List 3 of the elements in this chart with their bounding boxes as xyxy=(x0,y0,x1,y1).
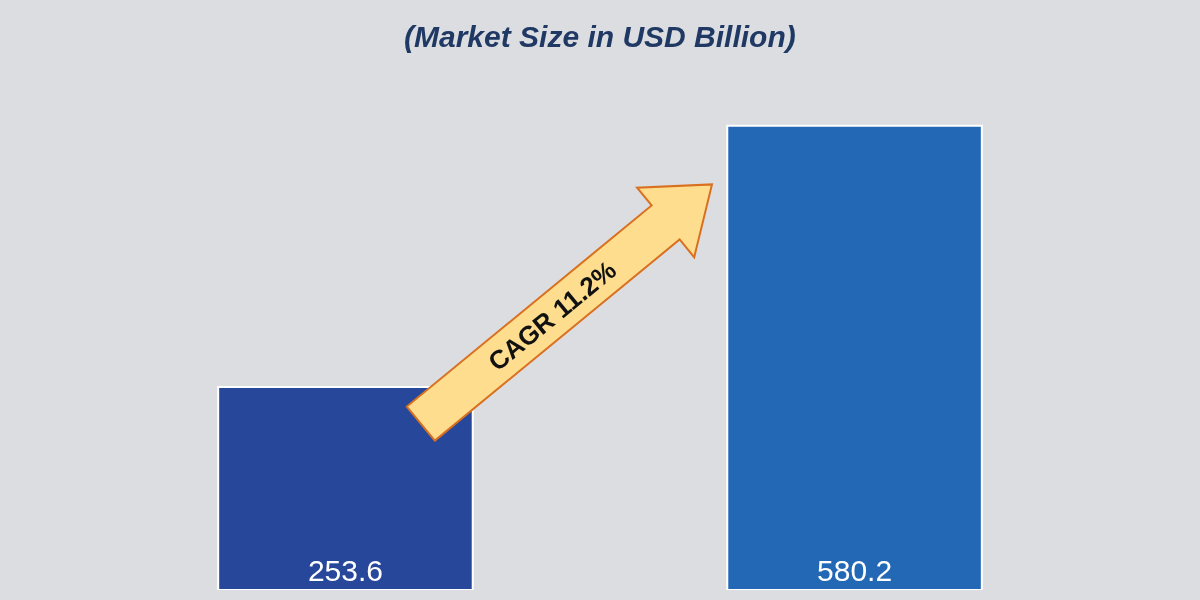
chart-subtitle: (Market Size in USD Billion) xyxy=(404,20,796,53)
data-label: 253.6 xyxy=(307,554,383,587)
data-label: 580.2 xyxy=(817,554,893,587)
